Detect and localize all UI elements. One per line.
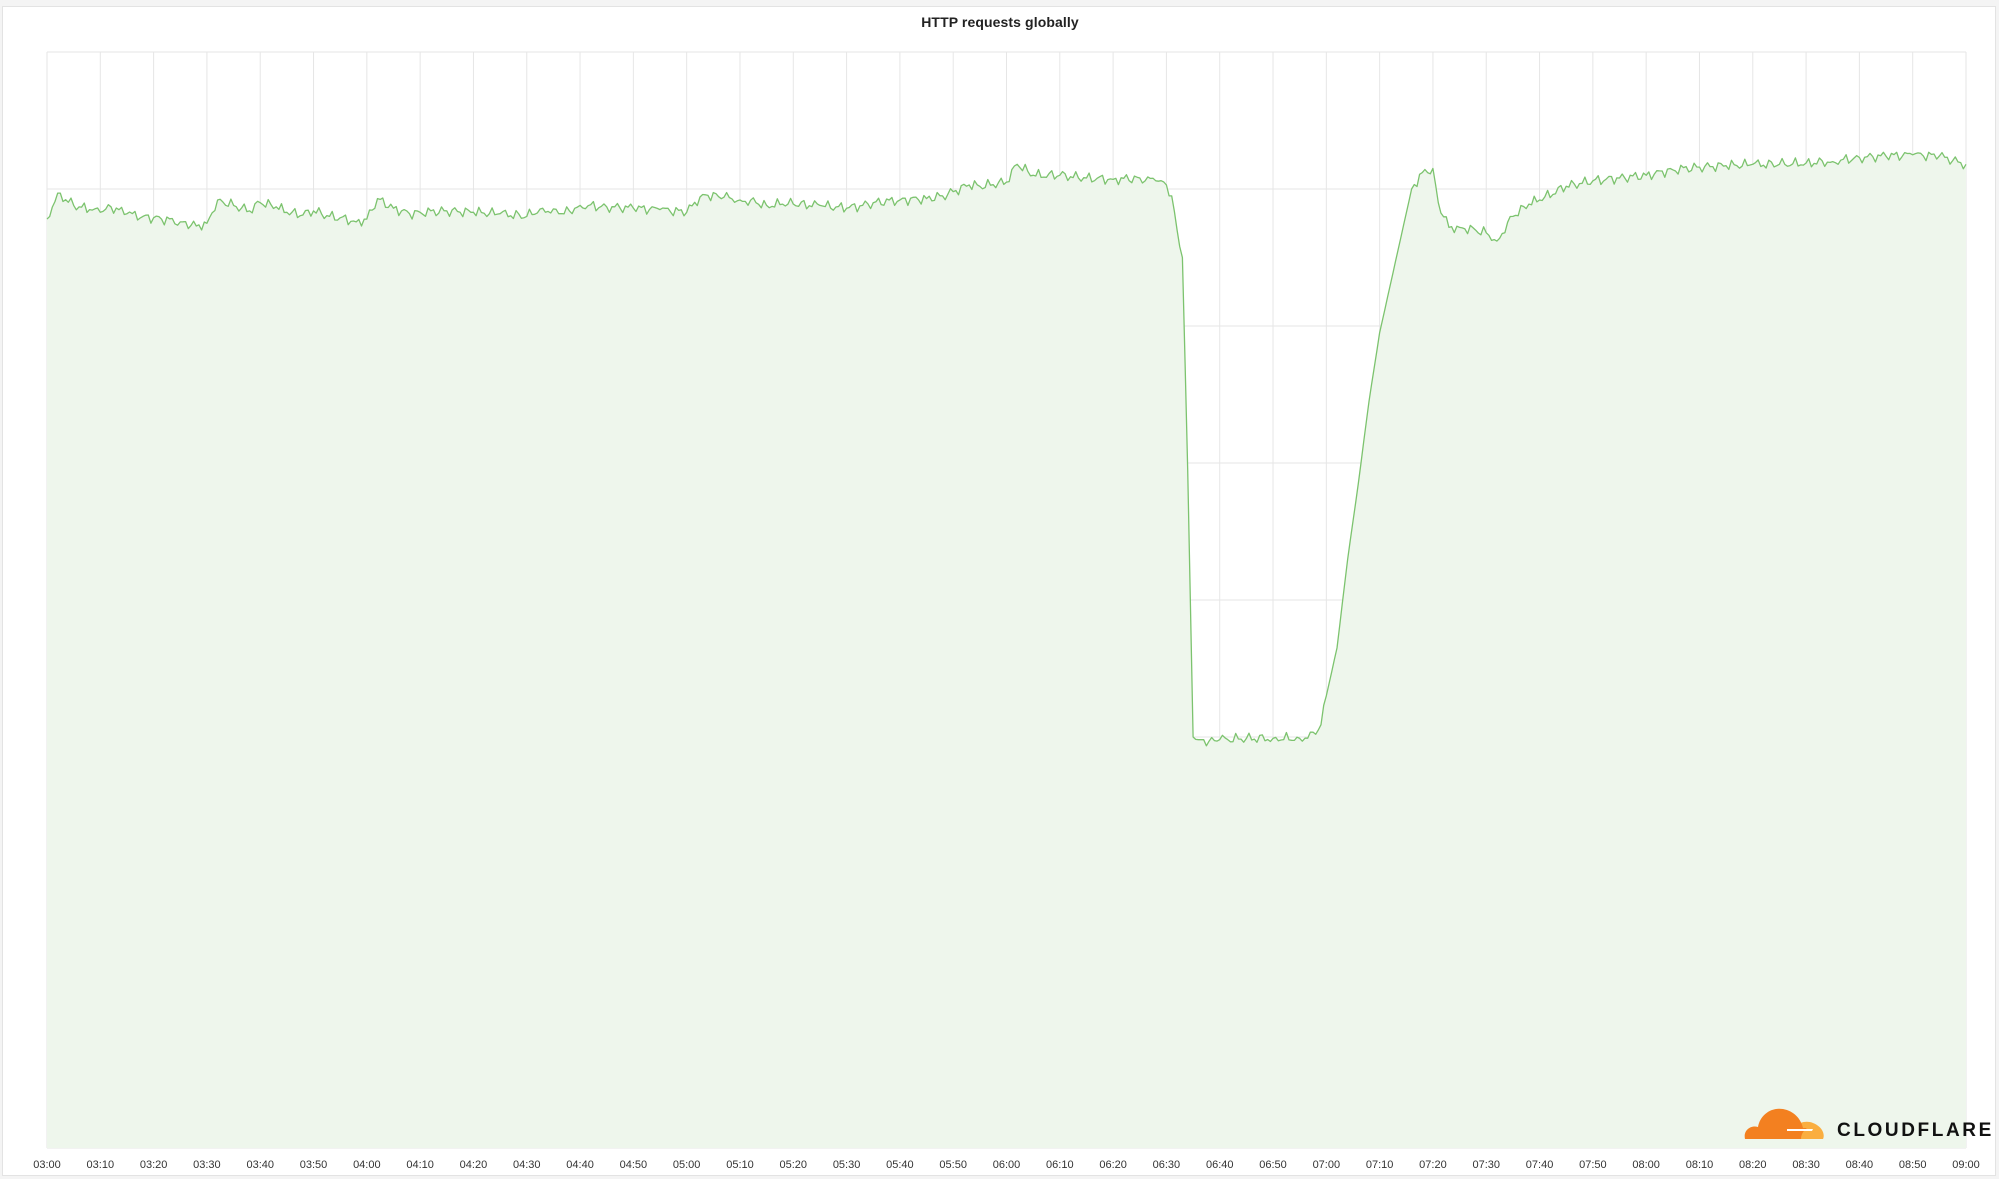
x-tick-label: 07:50: [1579, 1159, 1607, 1171]
x-tick-label: 07:20: [1419, 1159, 1447, 1171]
x-tick-label: 06:50: [1259, 1159, 1287, 1171]
logo-wordmark: CLOUDFLARE: [1837, 1120, 1994, 1141]
x-tick-label: 06:30: [1153, 1159, 1181, 1171]
x-tick-label: 06:00: [993, 1159, 1021, 1171]
x-tick-label: 05:10: [726, 1159, 754, 1171]
cloud-icon-stripe: [1787, 1129, 1813, 1131]
x-tick-label: 08:30: [1792, 1159, 1820, 1171]
x-tick-label: 04:30: [513, 1159, 541, 1171]
cloudflare-logo: CLOUDFLARE ®: [1744, 1108, 1994, 1141]
x-tick-label: 07:40: [1526, 1159, 1554, 1171]
x-tick-label: 03:20: [140, 1159, 168, 1171]
x-tick-label: 04:10: [406, 1159, 434, 1171]
x-tick-label: 05:30: [833, 1159, 861, 1171]
x-tick-label: 06:20: [1099, 1159, 1127, 1171]
chart-panel: HTTP requests globally 03:00 03:10 03:20 03…: [2, 6, 1996, 1176]
x-tick-label: 05:50: [939, 1159, 967, 1171]
x-tick-label: 05:00: [673, 1159, 701, 1171]
x-tick-label: 04:00: [353, 1159, 381, 1171]
x-tick-label: 08:40: [1846, 1159, 1874, 1171]
x-tick-label: 07:10: [1366, 1159, 1394, 1171]
x-tick-labels: 03:00 03:10 03:20 03:30 03:40 03:50 04:00 04:10…: [33, 1159, 1980, 1171]
x-tick-label: 06:10: [1046, 1159, 1074, 1171]
x-tick-label: 07:00: [1313, 1159, 1341, 1171]
x-tick-label: 08:10: [1686, 1159, 1714, 1171]
http-requests-chart: 03:00 03:10 03:20 03:30 03:40 03:50 04:00 04:10…: [33, 51, 1994, 1171]
series-layer: [46, 151, 1967, 1149]
x-tick-label: 05:20: [780, 1159, 808, 1171]
x-tick-label: 03:10: [87, 1159, 115, 1171]
x-tick-label: 03:40: [246, 1159, 274, 1171]
x-tick-label: 04:50: [620, 1159, 648, 1171]
x-tick-label: 08:50: [1899, 1159, 1927, 1171]
cloud-icon: [1744, 1108, 1824, 1139]
cloud-icon-front: [1744, 1108, 1807, 1139]
x-tick-label: 08:00: [1632, 1159, 1660, 1171]
x-tick-label: 03:00: [33, 1159, 61, 1171]
x-tick-label: 04:20: [460, 1159, 488, 1171]
chart-title: HTTP requests globally: [921, 14, 1079, 30]
x-tick-label: 05:40: [886, 1159, 914, 1171]
series-line: [46, 151, 1967, 747]
x-tick-label: 09:00: [1952, 1159, 1980, 1171]
series-area: [47, 152, 1966, 1149]
x-tick-label: 03:50: [300, 1159, 328, 1171]
x-tick-label: 06:40: [1206, 1159, 1234, 1171]
x-tick-label: 04:40: [566, 1159, 594, 1171]
x-tick-label: 07:30: [1472, 1159, 1500, 1171]
x-tick-label: 08:20: [1739, 1159, 1767, 1171]
x-tick-label: 03:30: [193, 1159, 221, 1171]
